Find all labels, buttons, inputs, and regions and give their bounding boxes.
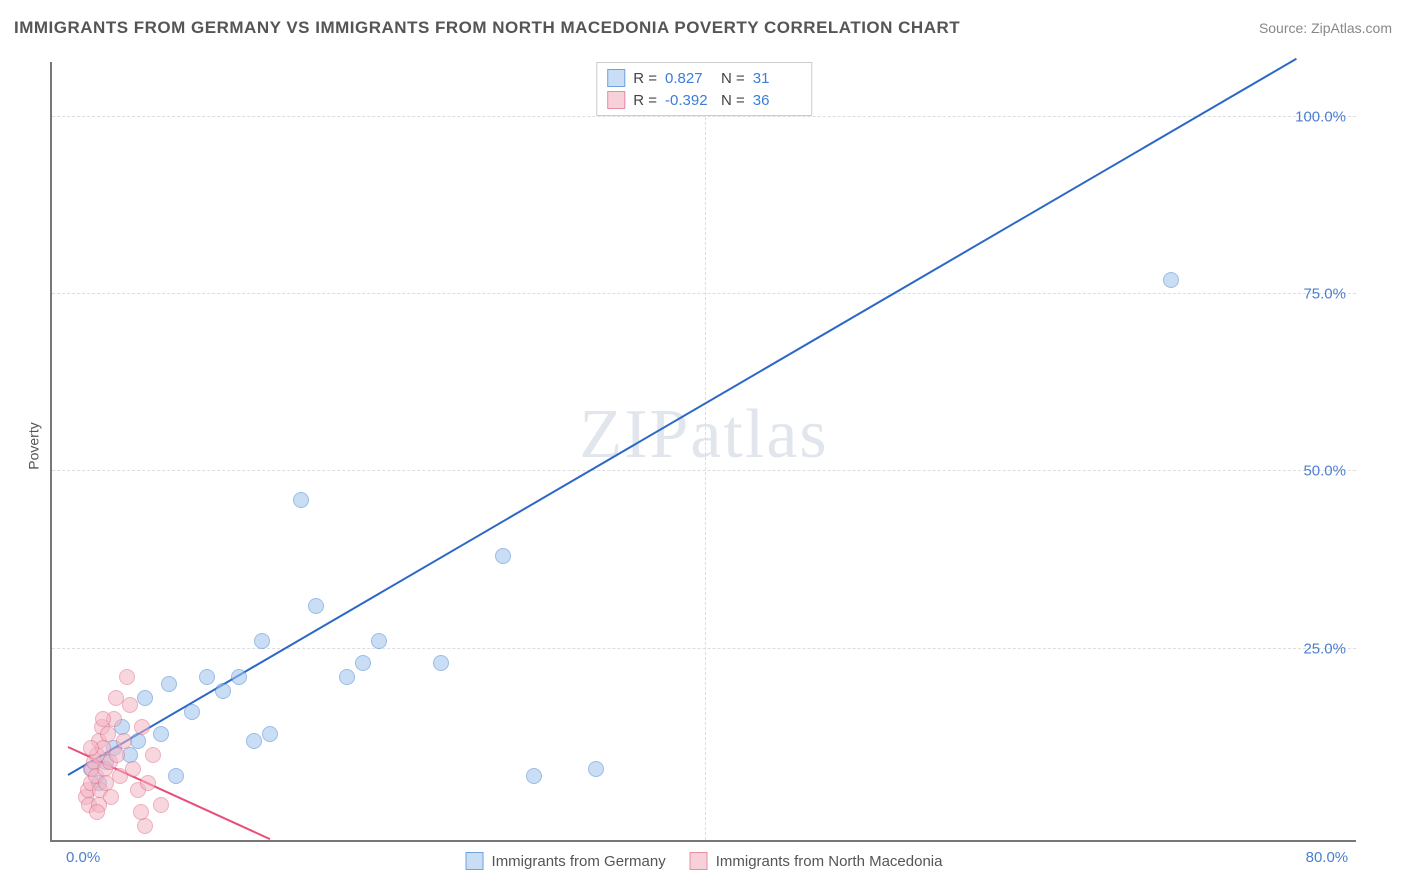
data-point-germany [246, 733, 262, 749]
data-point-germany [254, 633, 270, 649]
gridline-horizontal [52, 293, 1356, 294]
swatch-germany [466, 852, 484, 870]
r-label: R = [633, 70, 657, 87]
data-point-north_macedonia [109, 747, 125, 763]
data-point-germany [526, 768, 542, 784]
data-point-germany [130, 733, 146, 749]
trendline-germany [67, 58, 1296, 776]
data-point-north_macedonia [153, 797, 169, 813]
gridline-horizontal [52, 470, 1356, 471]
data-point-north_macedonia [134, 719, 150, 735]
data-point-germany [168, 768, 184, 784]
swatch-macedonia [607, 91, 625, 109]
data-point-germany [588, 761, 604, 777]
data-point-germany [433, 655, 449, 671]
data-point-north_macedonia [137, 818, 153, 834]
data-point-north_macedonia [89, 804, 105, 820]
data-point-north_macedonia [122, 697, 138, 713]
legend-item-macedonia: Immigrants from North Macedonia [690, 852, 943, 870]
chart-header: IMMIGRANTS FROM GERMANY VS IMMIGRANTS FR… [14, 18, 1392, 38]
data-point-north_macedonia [119, 669, 135, 685]
data-point-germany [184, 704, 200, 720]
gridline-horizontal [52, 648, 1356, 649]
data-point-north_macedonia [83, 740, 99, 756]
data-point-germany [371, 633, 387, 649]
data-point-germany [153, 726, 169, 742]
n-value: 36 [753, 92, 801, 109]
data-point-germany [495, 548, 511, 564]
swatch-macedonia [690, 852, 708, 870]
chart-title: IMMIGRANTS FROM GERMANY VS IMMIGRANTS FR… [14, 18, 960, 38]
swatch-germany [607, 69, 625, 87]
data-point-germany [1163, 272, 1179, 288]
watermark-atlas: atlas [690, 396, 828, 473]
x-tick-label: 0.0% [66, 849, 100, 866]
data-point-germany [215, 683, 231, 699]
chart-plot-area: ZIPatlas R = 0.827 N = 31 R = -0.392 N =… [50, 62, 1356, 842]
r-label: R = [633, 92, 657, 109]
legend-series: Immigrants from Germany Immigrants from … [466, 852, 943, 870]
y-axis-label: Poverty [26, 422, 42, 469]
n-label: N = [721, 92, 745, 109]
legend-correlation: R = 0.827 N = 31 R = -0.392 N = 36 [596, 62, 812, 116]
data-point-north_macedonia [100, 726, 116, 742]
data-point-north_macedonia [116, 733, 132, 749]
legend-row-germany: R = 0.827 N = 31 [607, 67, 801, 89]
y-tick-label: 25.0% [1303, 640, 1346, 657]
legend-label: Immigrants from Germany [492, 853, 666, 870]
data-point-germany [137, 690, 153, 706]
chart-source: Source: ZipAtlas.com [1259, 20, 1392, 36]
watermark: ZIPatlas [579, 395, 828, 475]
x-tick-label: 80.0% [1306, 849, 1349, 866]
data-point-germany [231, 669, 247, 685]
data-point-north_macedonia [140, 775, 156, 791]
data-point-germany [355, 655, 371, 671]
data-point-north_macedonia [133, 804, 149, 820]
data-point-germany [339, 669, 355, 685]
r-value: -0.392 [665, 92, 713, 109]
y-tick-label: 100.0% [1295, 108, 1346, 125]
y-tick-label: 50.0% [1303, 463, 1346, 480]
legend-item-germany: Immigrants from Germany [466, 852, 666, 870]
data-point-germany [293, 492, 309, 508]
data-point-north_macedonia [95, 711, 111, 727]
data-point-germany [262, 726, 278, 742]
y-tick-label: 75.0% [1303, 286, 1346, 303]
r-value: 0.827 [665, 70, 713, 87]
data-point-north_macedonia [145, 747, 161, 763]
data-point-germany [308, 598, 324, 614]
gridline-vertical [705, 62, 706, 840]
legend-label: Immigrants from North Macedonia [716, 853, 943, 870]
watermark-zip: ZIP [579, 396, 690, 473]
n-value: 31 [753, 70, 801, 87]
data-point-germany [199, 669, 215, 685]
data-point-north_macedonia [108, 690, 124, 706]
data-point-germany [161, 676, 177, 692]
data-point-north_macedonia [125, 761, 141, 777]
n-label: N = [721, 70, 745, 87]
legend-row-macedonia: R = -0.392 N = 36 [607, 89, 801, 111]
